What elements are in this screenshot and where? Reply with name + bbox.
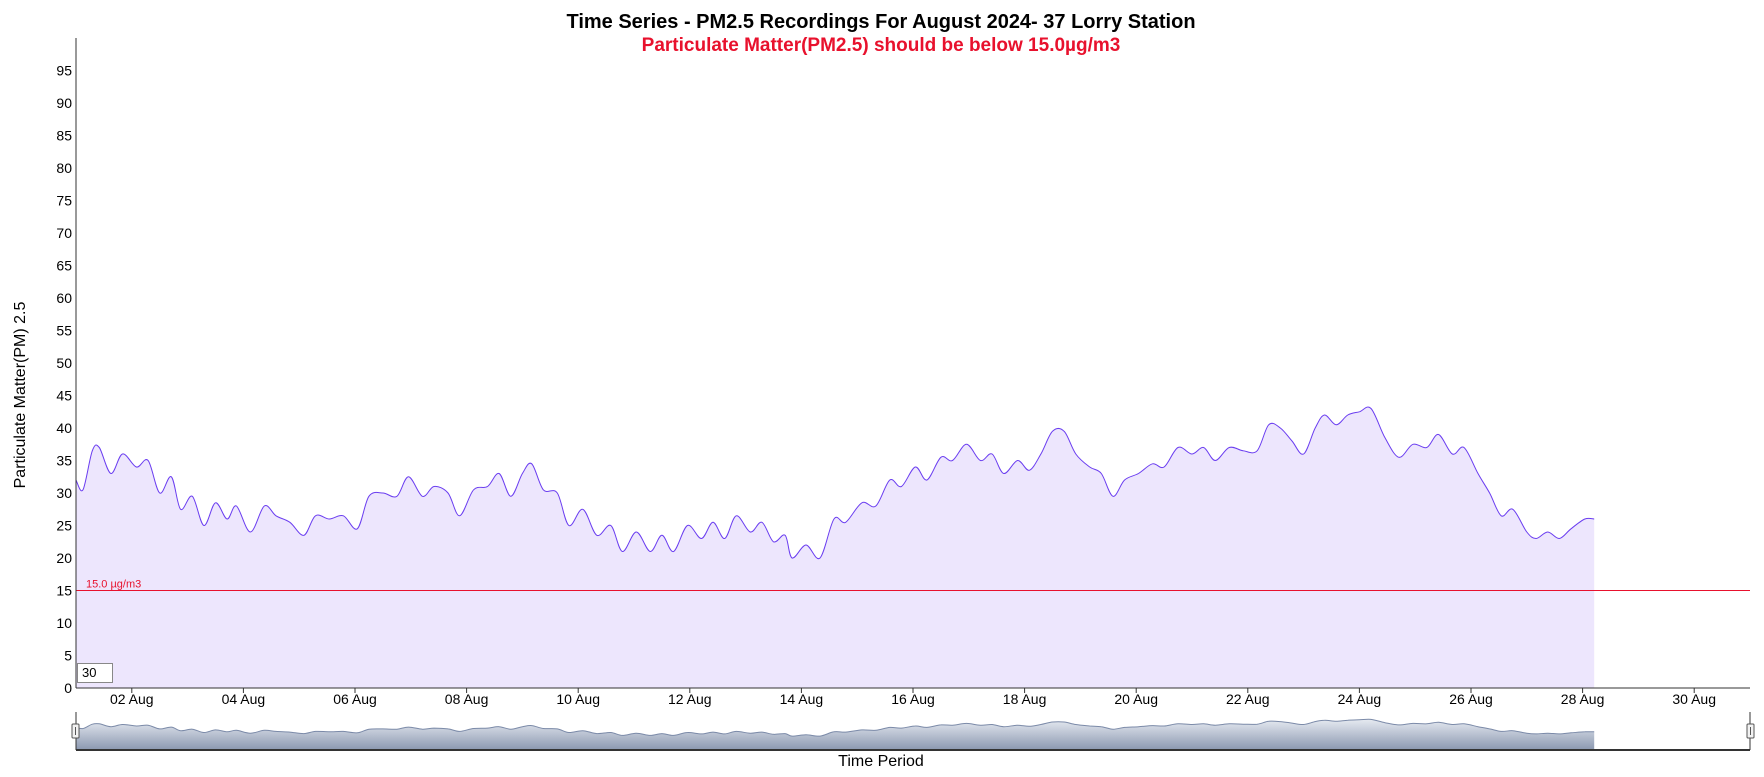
y-tick-label: 60 — [56, 290, 72, 306]
y-tick-label: 95 — [56, 63, 72, 79]
y-tick-label: 55 — [56, 323, 72, 339]
y-tick-label: 35 — [56, 453, 72, 469]
x-tick-label: 20 Aug — [1114, 691, 1158, 707]
y-tick-label: 50 — [56, 355, 72, 371]
pm25-series-line — [76, 406, 1595, 560]
x-tick-label: 22 Aug — [1226, 691, 1270, 707]
y-tick-label: 5 — [64, 648, 72, 664]
x-tick-label: 16 Aug — [891, 691, 935, 707]
y-tick-label: 30 — [56, 485, 72, 501]
y-tick-label: 80 — [56, 160, 72, 176]
x-tick-label: 06 Aug — [333, 691, 377, 707]
y-tick-label: 70 — [56, 225, 72, 241]
y-tick-label: 25 — [56, 518, 72, 534]
x-tick-label: 30 Aug — [1672, 691, 1716, 707]
x-tick-label: 10 Aug — [556, 691, 600, 707]
navigator-right-handle[interactable] — [1746, 723, 1755, 739]
y-axis-ticks: 0 5 10 15 20 25 30 35 40 45 50 55 60 65 70 75 80 85 90 95 — [56, 63, 72, 697]
navigator-area — [76, 719, 1595, 749]
y-tick-label: 10 — [56, 615, 72, 631]
x-tick-label: 14 Aug — [780, 691, 824, 707]
y-tick-label: 90 — [56, 95, 72, 111]
x-tick-label: 28 Aug — [1561, 691, 1605, 707]
y-tick-label: 65 — [56, 258, 72, 274]
y-tick-label: 85 — [56, 128, 72, 144]
pm25-area-fill — [76, 407, 1595, 688]
x-tick-label: 02 Aug — [110, 691, 154, 707]
x-tick-label: 08 Aug — [445, 691, 489, 707]
range-navigator[interactable] — [71, 712, 1755, 751]
x-tick-label: 24 Aug — [1338, 691, 1382, 707]
chart-subtitle: Particulate Matter(PM2.5) should be belo… — [642, 35, 1121, 56]
x-tick-label: 18 Aug — [1003, 691, 1047, 707]
smoothing-input[interactable]: 30 — [77, 663, 113, 683]
x-axis-ticks: 02 Aug 04 Aug 06 Aug 08 Aug 10 Aug 12 Aug 14 A… — [110, 688, 1716, 707]
chart-title: Time Series - PM2.5 Recordings For Augus… — [566, 11, 1195, 33]
y-tick-label: 0 — [64, 680, 72, 696]
threshold-label: 15.0 µg/m3 — [86, 579, 141, 591]
x-axis-label: Time Period — [838, 753, 924, 770]
y-tick-label: 75 — [56, 193, 72, 209]
y-tick-label: 15 — [56, 583, 72, 599]
y-tick-label: 45 — [56, 388, 72, 404]
y-tick-label: 20 — [56, 550, 72, 566]
navigator-line — [75, 718, 1595, 737]
navigator-left-handle[interactable] — [71, 723, 80, 739]
x-tick-label: 12 Aug — [668, 691, 712, 707]
y-tick-label: 40 — [56, 420, 72, 436]
y-axis-label: Particulate Matter(PM) 2.5 — [12, 302, 29, 489]
x-tick-label: 26 Aug — [1449, 691, 1493, 707]
x-tick-label: 04 Aug — [222, 691, 266, 707]
